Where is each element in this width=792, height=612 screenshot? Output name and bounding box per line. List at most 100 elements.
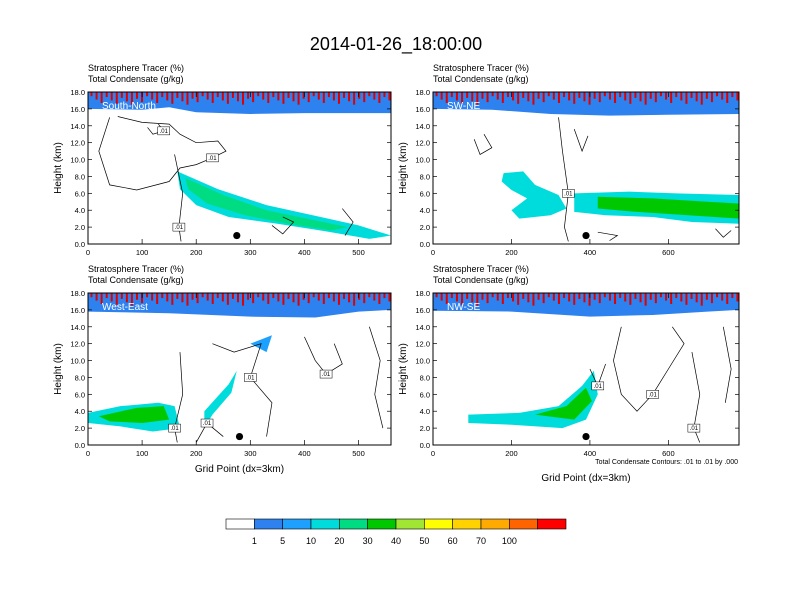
panel-header-condensate: Total Condensate (g/kg) (88, 275, 184, 285)
y-tick-label: 12.0 (70, 139, 85, 148)
svg-text:.01: .01 (322, 372, 331, 378)
colorbar: 1 5 10 20 30 40 50 60 70 100 (225, 518, 567, 546)
y-tick-label: 18.0 (70, 289, 85, 298)
y-tick-label: 2.0 (420, 424, 430, 433)
contour-label: .01 (646, 390, 659, 399)
y-tick-label: 4.0 (420, 407, 430, 416)
y-tick-label: 12.0 (415, 139, 430, 148)
x-tick-label: 400 (584, 449, 597, 458)
contour-note: Total Condensate Contours: .01 to .01 by… (595, 459, 738, 466)
x-tick-label: 300 (244, 449, 257, 458)
y-tick-label: 4.0 (75, 407, 85, 416)
colorbar-segment (282, 518, 312, 530)
x-tick-label: 300 (244, 248, 257, 257)
panel-nw-se: Stratosphere Tracer (%)Total Condensate … (398, 264, 740, 484)
colorbar-segment (537, 518, 567, 530)
tracer-plume (535, 387, 592, 420)
colorbar-segment (452, 518, 482, 530)
plot-area: .01 .01 .01 (433, 293, 739, 445)
tracer-top-detail (90, 293, 391, 306)
y-axis-label: Height (km) (398, 343, 409, 395)
y-tick-label: 0.0 (75, 240, 85, 249)
x-tick-label: 200 (505, 248, 518, 257)
y-tick-label: 12.0 (415, 340, 430, 349)
x-tick-label: 400 (298, 248, 311, 257)
colorbar-label: 1 (252, 536, 257, 546)
y-tick-label: 18.0 (415, 289, 430, 298)
condensate-contour (597, 231, 619, 241)
y-tick-label: 12.0 (70, 340, 85, 349)
tracer-plume (501, 171, 567, 219)
figure-title: 2014-01-26_18:00:00 (310, 34, 482, 55)
condensate-contour (271, 216, 295, 235)
x-axis-label: Grid Point (dx=3km) (195, 464, 284, 475)
colorbar-segment (509, 518, 538, 530)
y-tick-label: 4.0 (420, 206, 430, 215)
colorbar-label: 100 (502, 536, 517, 546)
y-tick-label: 14.0 (415, 122, 430, 131)
contour-label: .01 (562, 189, 575, 198)
svg-text:.01: .01 (564, 191, 573, 197)
y-tick-label: 8.0 (75, 172, 85, 181)
tracer-band (433, 293, 739, 317)
condensate-contour (573, 129, 589, 153)
panel-header-condensate: Total Condensate (g/kg) (433, 74, 529, 84)
location-marker (235, 432, 244, 441)
svg-text:.01: .01 (170, 426, 179, 432)
colorbar-label: 60 (448, 536, 458, 546)
contour-label: .01 (319, 369, 333, 379)
x-tick-label: 200 (190, 248, 203, 257)
panel-label: South-North (102, 101, 156, 112)
y-tick-label: 10.0 (70, 357, 85, 366)
tracer-plume (204, 370, 237, 429)
x-tick-label: 0 (431, 449, 435, 458)
condensate-contour (715, 228, 732, 238)
panel-header-tracer: Stratosphere Tracer (%) (88, 264, 184, 274)
panel-label: NW-SE (447, 302, 480, 313)
y-tick-label: 16.0 (70, 105, 85, 114)
y-tick-label: 8.0 (420, 172, 430, 181)
tracer-top-detail (90, 92, 391, 105)
colorbar-label: 20 (334, 536, 344, 546)
y-tick-label: 14.0 (70, 323, 85, 332)
panel-west-east: Stratosphere Tracer (%)Total Condensate … (53, 264, 392, 475)
y-tick-label: 8.0 (75, 373, 85, 382)
colorbar-segment (310, 518, 340, 530)
plot-frame (87, 292, 392, 446)
y-tick-label: 10.0 (415, 156, 430, 165)
y-axis-label: Height (km) (398, 142, 409, 194)
panel-header-condensate: Total Condensate (g/kg) (433, 275, 529, 285)
tracer-top-detail (435, 293, 739, 306)
y-tick-label: 2.0 (75, 424, 85, 433)
tracer-plume (98, 406, 170, 424)
panel-header-tracer: Stratosphere Tracer (%) (433, 63, 529, 73)
svg-text:.01: .01 (594, 384, 603, 390)
colorbar-segment (225, 518, 255, 530)
plot-frame (432, 292, 740, 446)
y-tick-label: 4.0 (75, 206, 85, 215)
panel-sw-ne: Stratosphere Tracer (%)Total Condensate … (398, 63, 740, 257)
x-tick-label: 0 (431, 248, 435, 257)
condensate-contour (473, 134, 493, 155)
y-tick-label: 10.0 (70, 156, 85, 165)
y-tick-label: 18.0 (415, 88, 430, 97)
svg-text:.01: .01 (649, 392, 658, 398)
tracer-plume (597, 196, 739, 219)
condensate-contour (174, 154, 184, 242)
colorbar-segment (367, 518, 397, 530)
y-tick-label: 16.0 (415, 306, 430, 315)
y-tick-label: 18.0 (70, 88, 85, 97)
contour-label: .01 (591, 381, 605, 391)
x-tick-label: 200 (190, 449, 203, 458)
colorbar-label: 40 (391, 536, 401, 546)
colorbar-label: 70 (476, 536, 486, 546)
colorbar-segment (480, 518, 510, 530)
svg-text:.01: .01 (208, 156, 217, 162)
y-tick-label: 14.0 (70, 122, 85, 131)
condensate-contour (369, 326, 384, 429)
colorbar-label: 30 (363, 536, 373, 546)
tracer-band (88, 293, 391, 318)
panel-header-condensate: Total Condensate (g/kg) (88, 74, 184, 84)
svg-text:.01: .01 (175, 225, 184, 231)
svg-text:.01: .01 (246, 375, 255, 381)
